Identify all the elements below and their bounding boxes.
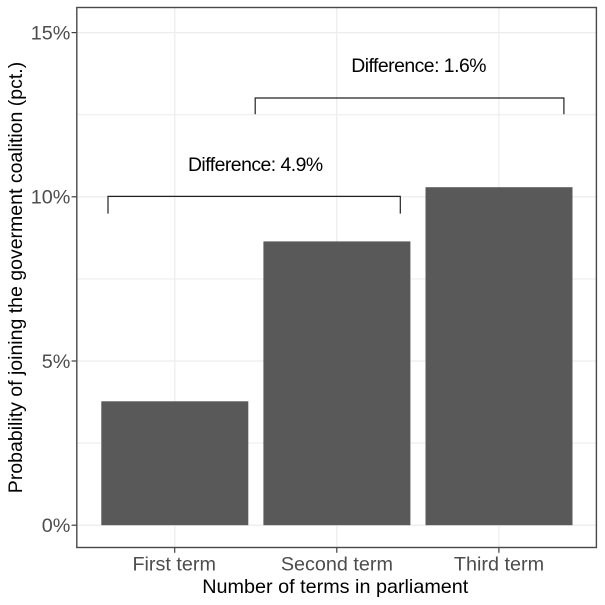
svg-text:15%: 15% [31,22,71,44]
svg-text:Third term: Third term [454,554,544,576]
svg-text:Probability of joining the gov: Probability of joining the goverment coa… [5,62,27,493]
svg-text:Second term: Second term [281,554,393,576]
svg-text:Difference: 4.9%: Difference: 4.9% [188,154,323,176]
svg-text:Difference: 1.6%: Difference: 1.6% [351,55,486,77]
svg-text:0%: 0% [42,515,71,537]
svg-text:5%: 5% [42,351,71,373]
svg-text:First term: First term [132,554,216,576]
svg-text:Number of terms in parliament: Number of terms in parliament [202,576,469,598]
svg-text:10%: 10% [31,187,71,209]
